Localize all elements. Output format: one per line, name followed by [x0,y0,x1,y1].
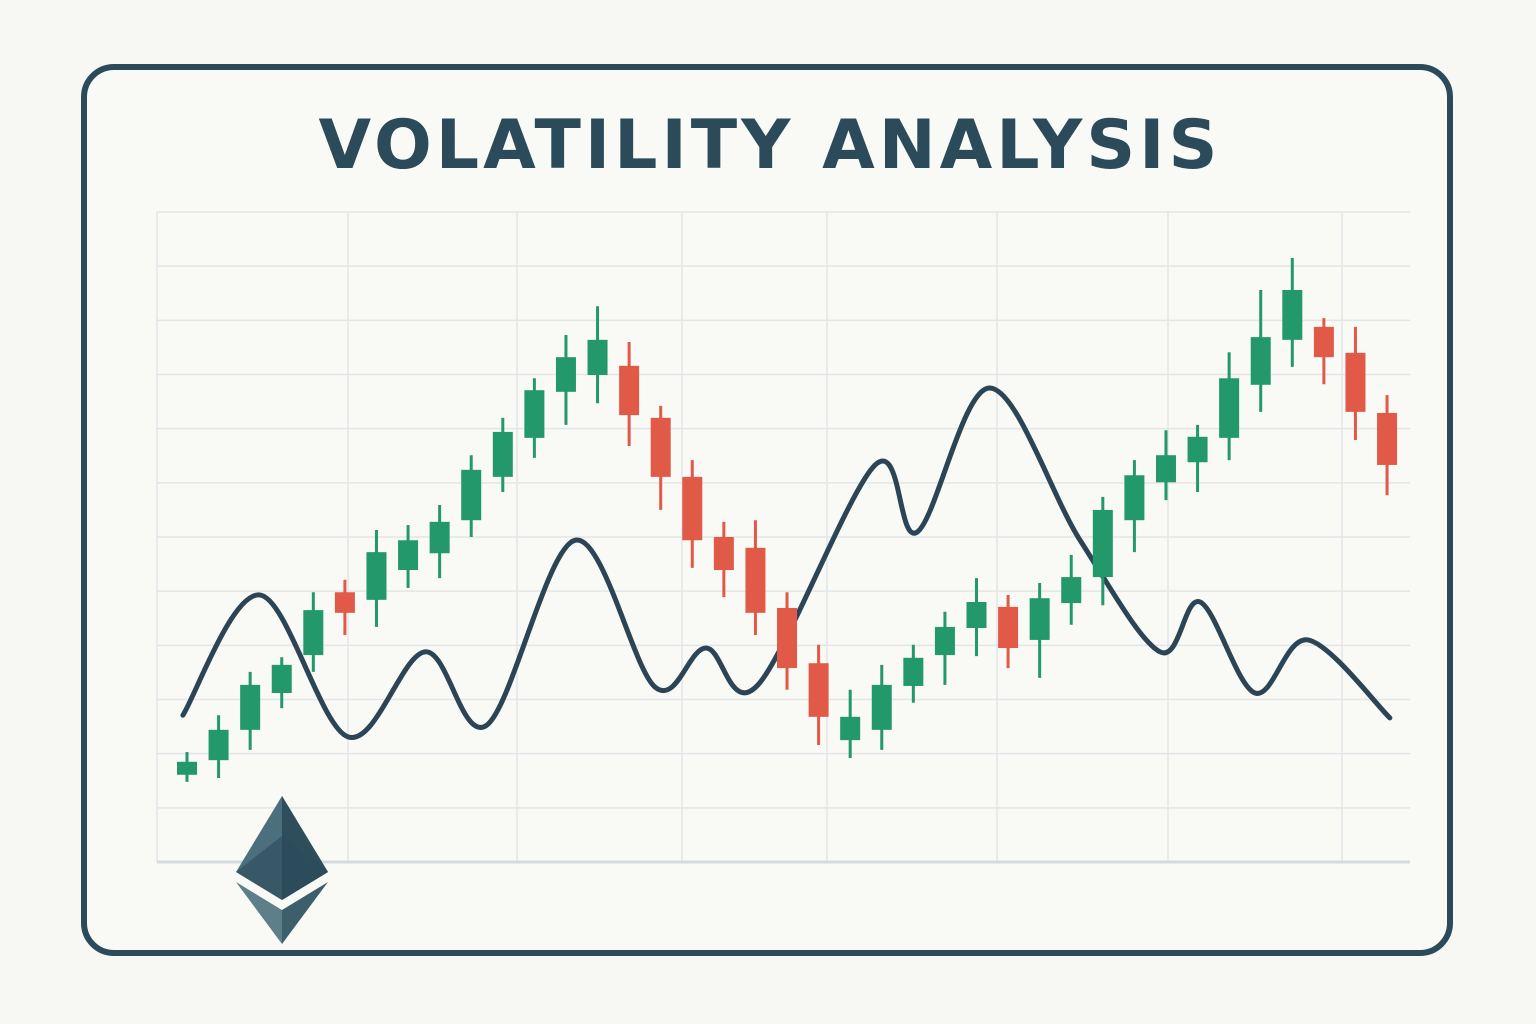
candle-body [745,547,766,613]
logo-bottom-right [282,882,328,944]
candle-body [208,729,229,761]
candle-body [998,606,1019,649]
candle-body [713,537,734,571]
candle-body [1029,598,1050,640]
candle-body [871,684,892,730]
ethereum-logo [236,796,328,944]
candle-body [808,663,829,717]
chart-title: VOLATILITY ANALYSIS [319,106,1222,185]
candle-body [1092,509,1113,578]
candle-body [334,592,355,613]
candle-body [1124,475,1145,521]
candle-body [587,339,608,376]
candle-body [1345,352,1366,412]
candle-body [492,431,513,477]
candle-body [303,610,324,656]
candle-body [1155,455,1176,483]
candle-body [966,602,987,628]
candle-body [1250,337,1271,385]
candle-body [240,684,261,730]
candle-body [619,365,640,416]
candle-body [1219,378,1240,438]
candle-body [1282,290,1303,340]
candle-body [934,626,955,656]
logo-mid [236,836,328,900]
candle-body [903,657,924,686]
candle-body [682,476,703,541]
candle-body [555,357,576,392]
candle-body [650,417,671,477]
candle-body [1313,326,1334,358]
candle-body [524,390,545,438]
candle-body [1187,436,1208,463]
candle-body [840,716,861,741]
candle-body [777,607,798,669]
candle-body [177,761,197,775]
logo-bottom-left [236,882,282,944]
candle-body [271,664,292,693]
candle-body [366,552,387,600]
candle-body [398,540,419,571]
frame [81,64,1453,956]
candle-body [1061,577,1082,604]
candle-body [1377,412,1398,465]
candle-body [461,469,482,521]
candle-body [429,521,450,554]
